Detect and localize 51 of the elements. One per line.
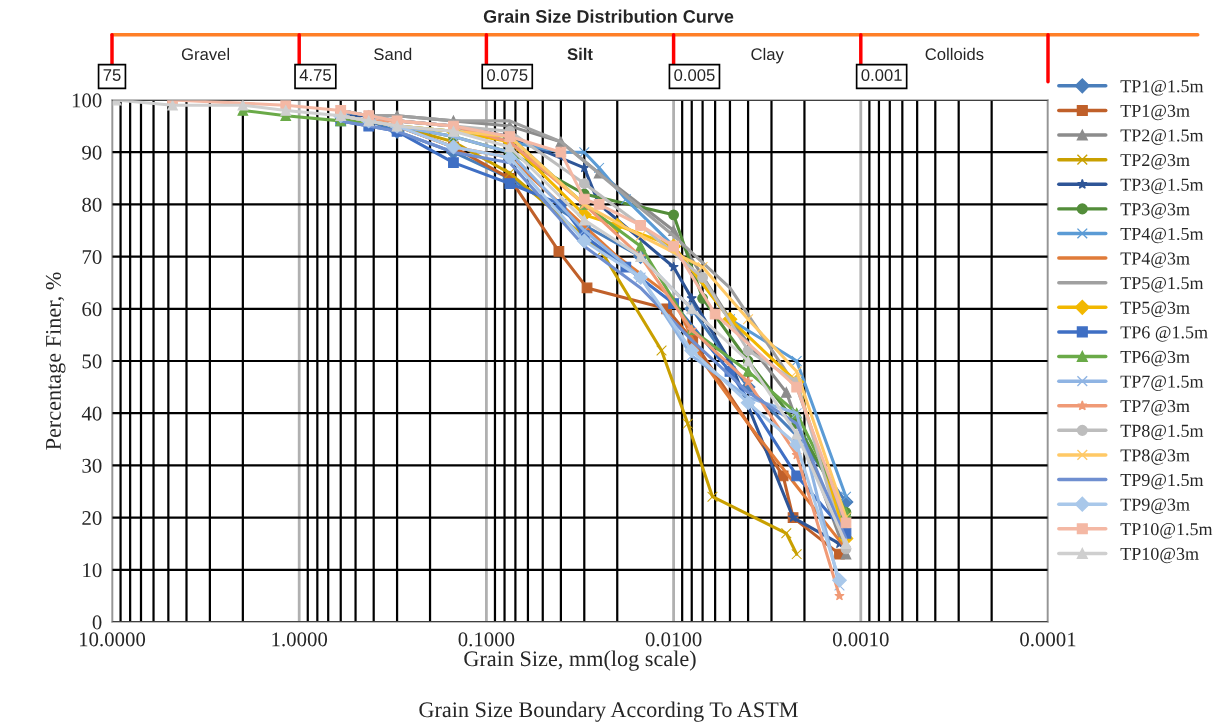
legend-label: TP8@1.5m (1120, 424, 1204, 441)
text: 0.075 (487, 69, 528, 81)
legend-label: TP5@3m (1120, 301, 1190, 318)
y-tick-label: 70 (82, 249, 102, 265)
legend-label: TP9@3m (1120, 498, 1190, 514)
x-axis-title: Grain Size, mm(log scale) (464, 650, 696, 671)
legend-label: TP1@3m (1120, 104, 1190, 121)
text: 75 (103, 69, 121, 81)
legend-label: TP7@1.5m (1120, 375, 1204, 391)
legend-label: TP6 @1.5m (1120, 326, 1208, 342)
text: 0.001 (861, 69, 902, 81)
text: 0.005 (674, 69, 715, 81)
text: Clay (751, 47, 784, 64)
text: Colloids (925, 47, 984, 61)
legend-label: TP3@3m (1120, 203, 1190, 219)
legend-label: TP2@1.5m (1120, 129, 1204, 145)
x-tick-label: 0.0100 (645, 632, 702, 647)
x-tick-label: 0.0010 (832, 632, 889, 647)
text: Silt (567, 47, 593, 61)
text: Sand (374, 47, 412, 61)
legend-label: TP7@3m (1120, 400, 1190, 416)
legend-label: TP2@3m (1120, 153, 1190, 170)
legend-label: TP4@3m (1120, 252, 1190, 268)
text: Grain Size Boundary According To ASTM (419, 701, 798, 722)
legend-label: TP10@3m (1120, 547, 1199, 564)
text: 4.75 (299, 69, 331, 81)
legend-label: TP4@1.5m (1120, 227, 1204, 244)
x-tick-label: 10.0000 (79, 632, 146, 647)
legend-label: TP1@1.5m (1120, 80, 1204, 96)
y-tick-label: 0 (92, 615, 102, 630)
legend-label: TP9@1.5m (1120, 473, 1204, 490)
y-tick-label: 60 (82, 302, 102, 317)
y-tick-label: 30 (82, 458, 102, 473)
legend-label: TP6@3m (1120, 350, 1190, 367)
x-tick-label: 1.0000 (272, 632, 328, 647)
y-tick-label: 100 (72, 93, 102, 108)
legend-label: TP5@1.5m (1120, 277, 1204, 293)
chart-title: Grain Size Distribution Curve (483, 9, 734, 23)
y-tick-label: 10 (83, 563, 102, 578)
y-tick-label: 40 (81, 406, 102, 421)
legend-label: TP10@1.5m (1120, 523, 1213, 539)
y-tick-label: 90 (82, 145, 102, 160)
x-tick-label: 0.0001 (1020, 632, 1076, 647)
y-tick-label: 50 (82, 354, 102, 369)
y-tick-label: 20 (82, 510, 102, 526)
y-axis-title: Percentage Finer, % (45, 272, 66, 450)
x-tick-label: 0.1000 (458, 632, 515, 647)
y-tick-label: 80 (82, 197, 102, 212)
text: Gravel (181, 47, 230, 61)
legend-label: TP8@3m (1120, 449, 1190, 465)
legend-label: TP3@1.5m (1120, 178, 1204, 195)
